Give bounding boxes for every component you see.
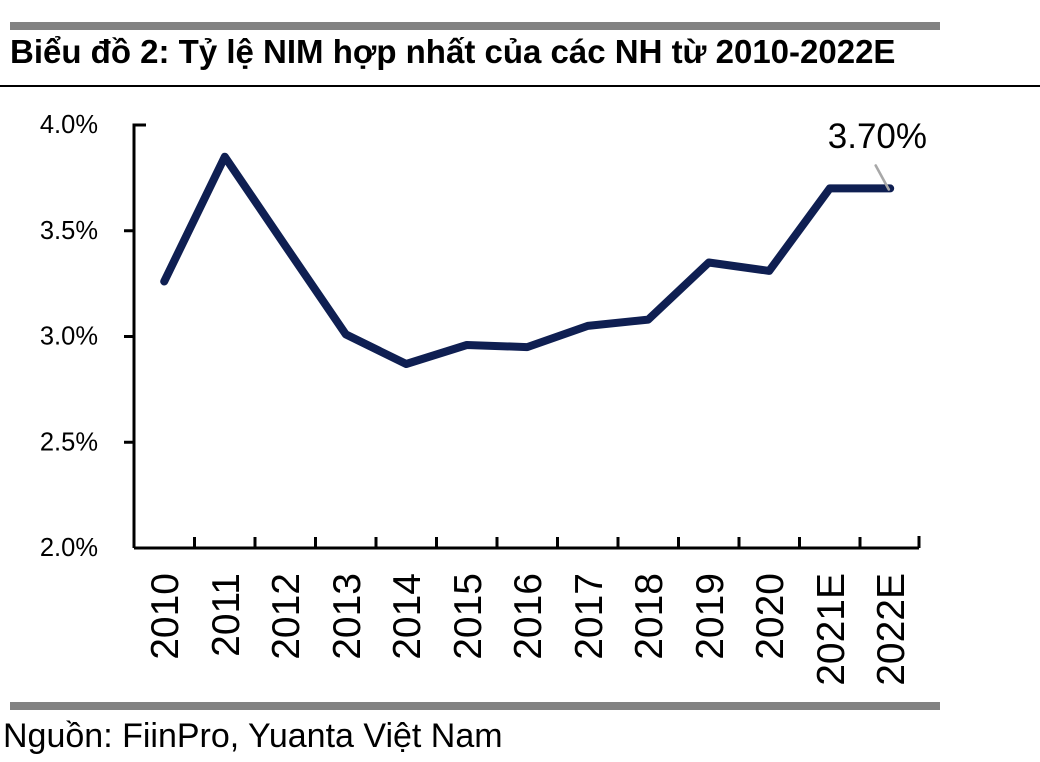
svg-text:2016: 2016 [507,573,550,660]
svg-text:2.0%: 2.0% [40,534,98,562]
svg-text:2017: 2017 [568,573,611,660]
svg-text:2015: 2015 [447,573,490,660]
svg-text:2011: 2011 [205,573,248,657]
svg-text:2022E: 2022E [870,573,913,686]
svg-text:2020: 2020 [749,573,792,660]
svg-text:2.5%: 2.5% [40,428,98,456]
svg-text:2010: 2010 [144,573,187,660]
svg-text:3.70%: 3.70% [828,117,927,156]
svg-text:2019: 2019 [689,573,732,660]
svg-text:3.0%: 3.0% [40,323,98,351]
svg-text:2018: 2018 [628,573,671,660]
svg-text:3.5%: 3.5% [40,217,98,245]
svg-text:2013: 2013 [326,573,369,660]
svg-text:2021E: 2021E [810,573,853,686]
svg-text:2012: 2012 [265,573,308,660]
svg-text:2014: 2014 [386,573,429,660]
svg-text:4.0%: 4.0% [40,111,98,139]
